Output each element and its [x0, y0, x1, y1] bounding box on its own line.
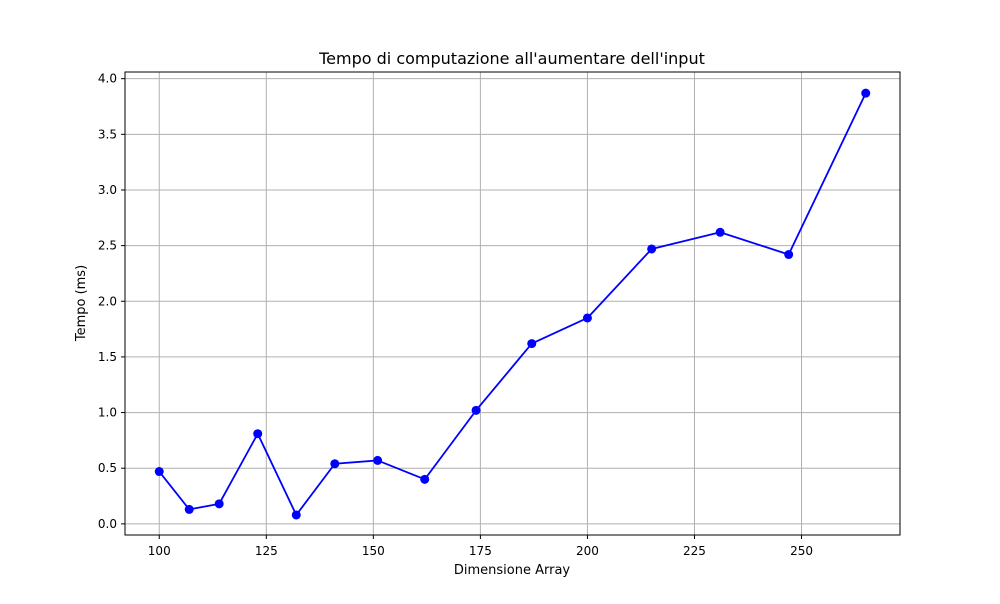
x-tick-label: 225 — [683, 544, 706, 558]
y-tick-label: 1.5 — [98, 350, 117, 364]
tick-layer: 100 125 150 175 200 225 250 0.0 0.5 1.0 1.5 2.0 2.5 3… — [98, 72, 813, 558]
data-point — [647, 244, 657, 254]
x-tick-label: 125 — [255, 544, 278, 558]
x-tick-label: 250 — [790, 544, 813, 558]
data-point — [784, 250, 794, 260]
data-point — [291, 510, 301, 520]
data-point — [154, 467, 164, 477]
x-tick-label: 200 — [576, 544, 599, 558]
x-axis-label: Dimensione Array — [454, 563, 571, 578]
data-point — [214, 499, 224, 509]
chart-title: Tempo di computazione all'aumentare dell… — [318, 49, 705, 68]
x-tick-label: 150 — [362, 544, 385, 558]
data-point — [330, 459, 340, 469]
data-point — [184, 504, 194, 514]
y-tick-label: 4.0 — [98, 72, 117, 86]
data-point — [861, 88, 871, 98]
y-tick-label: 0.5 — [98, 461, 117, 475]
series-line — [158, 92, 867, 516]
series-layer — [154, 88, 871, 520]
plot-frame — [124, 71, 901, 536]
data-point — [253, 429, 263, 439]
y-tick-label: 2.0 — [98, 294, 117, 308]
y-axis-label: Tempo (ms) — [74, 265, 89, 342]
y-tick-label: 1.0 — [98, 406, 117, 420]
data-point — [373, 455, 383, 465]
y-tick-label: 3.0 — [98, 183, 117, 197]
data-point — [715, 227, 725, 237]
data-point — [582, 313, 592, 323]
data-point — [527, 339, 537, 349]
x-tick-label: 175 — [469, 544, 492, 558]
y-tick-label: 3.5 — [98, 127, 117, 141]
data-point — [420, 474, 430, 484]
y-tick-label: 0.0 — [98, 517, 117, 531]
y-tick-label: 2.5 — [98, 239, 117, 253]
x-tick-label: 100 — [148, 544, 171, 558]
data-point — [471, 405, 481, 415]
grid-layer — [125, 72, 900, 535]
